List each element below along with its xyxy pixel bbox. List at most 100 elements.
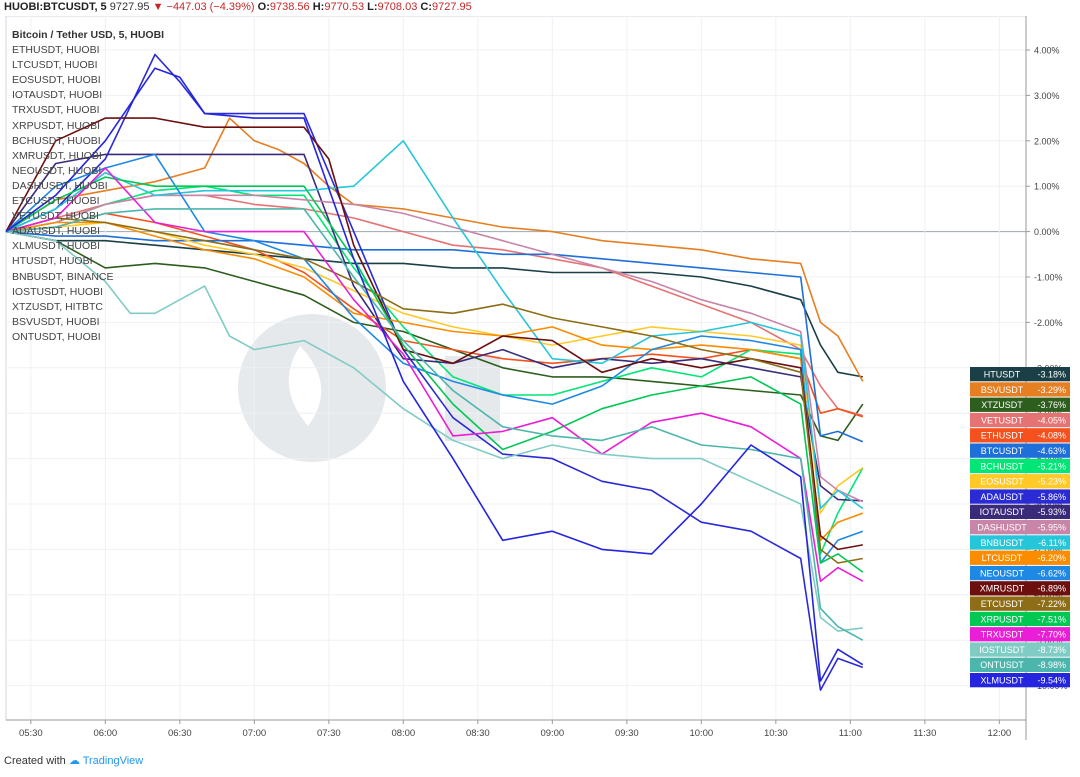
legend-item[interactable]: XLMUSDT, HUOBI [12, 240, 101, 253]
value-tag-bg [970, 581, 1070, 596]
series-line-htusdt[interactable] [5, 230, 863, 378]
value-tag-symbol: ETHUSDT [981, 431, 1024, 441]
value-tag-bg [970, 565, 1070, 581]
value-tag-symbol: XRPUSDT [980, 614, 1024, 624]
series-lines [5, 53, 864, 691]
legend-item[interactable]: LTCUSDT, HUOBI [12, 59, 98, 72]
x-tick-label: 09:30 [615, 728, 639, 739]
series-line-neousdt[interactable] [5, 153, 864, 564]
legend-item[interactable]: BSVUSDT, HUOBI [12, 315, 100, 328]
legend-item[interactable]: HTUSDT, HUOBI [12, 255, 93, 268]
value-tag-bg [970, 520, 1070, 535]
axes: 4.00% 3.00% 2.00% 1.00% 0.00% -1.00% -2.00% -3.… [6, 16, 1068, 740]
legend-item[interactable]: XRPUSDT, HUOBI [12, 119, 101, 132]
created-with-label: Created with [4, 755, 66, 767]
value-tag-value: -6.89% [1037, 584, 1066, 594]
legend-item[interactable]: TRXUSDT, HUOBI [12, 104, 100, 117]
y-tick-label: -7.00% [1034, 545, 1063, 555]
series-line-xmrusdt[interactable] [5, 117, 863, 551]
value-tag-value: -5.93% [1037, 507, 1066, 517]
close-label: C: [420, 1, 432, 13]
value-tag-value: -5.95% [1037, 523, 1066, 533]
value-tag-bg [970, 642, 1070, 657]
series-line-bsvusdt[interactable] [5, 117, 864, 382]
value-tag-value: -8.73% [1037, 645, 1066, 655]
tradingview-logo-icon[interactable]: ☁ [68, 755, 80, 767]
series-line-trxusdt[interactable] [5, 167, 864, 582]
legend: Bitcoin / Tether USD, 5, HUOBI ETHUSDT, … [12, 28, 164, 345]
value-tag-bsvusdt: BSVUSDT -3.29% [970, 382, 1070, 397]
series-line-xtzusdt[interactable] [5, 230, 864, 442]
series-line-xrpusdt[interactable] [5, 176, 864, 573]
open-value: 9738.56 [269, 1, 310, 13]
legend-item[interactable]: ETCUSDT, HUOBI [12, 195, 100, 208]
legend-item[interactable]: EOSUSDT, HUOBI [12, 74, 101, 87]
value-tag-xrpusdt: XRPUSDT -7.51% [970, 611, 1070, 627]
change-value: −447.03 (−4.39%) [166, 1, 255, 13]
legend-item[interactable]: XMRUSDT, HUOBI [12, 149, 102, 162]
value-tag-symbol: XTZUSDT [981, 400, 1023, 410]
value-tag-symbol: TRXUSDT [981, 630, 1024, 640]
value-tag-vetusdt: VETUSDT -4.05% [970, 412, 1070, 428]
series-line-bchusdt[interactable] [5, 185, 864, 555]
series-line-etcusdt[interactable] [5, 217, 863, 564]
value-tag-bg [970, 428, 1070, 443]
series-line-ontusdt[interactable] [5, 208, 864, 641]
value-tag-symbol: XLMUSDT [980, 676, 1024, 686]
y-tick-label: 0.00% [1034, 227, 1060, 237]
value-tag-value: -5.86% [1037, 492, 1066, 502]
open-label: O: [257, 1, 270, 13]
legend-item[interactable]: DASHUSDT, HUOBI [12, 179, 108, 192]
x-tick-label: 10:30 [764, 728, 788, 739]
y-tick-label: -1.00% [1034, 273, 1063, 283]
y-tick-label: -2.00% [1034, 318, 1063, 328]
high-value: 9770.53 [324, 1, 365, 13]
value-tag-value: -3.18% [1037, 370, 1066, 380]
value-tag-eosusdt: EOSUSDT -5.23% [970, 474, 1070, 489]
legend-item[interactable]: NEOUSDT, HUOBI [12, 164, 102, 177]
value-tag-value: -6.62% [1037, 568, 1066, 578]
series-line-iostusdt[interactable] [5, 230, 863, 632]
chart-area[interactable]: 4.00% 3.00% 2.00% 1.00% 0.00% -1.00% -2.00% -3.… [0, 16, 1080, 751]
value-tag-value: -9.54% [1037, 676, 1066, 686]
value-tag-bg [970, 596, 1070, 611]
legend-item[interactable]: XTZUSDT, HITBTC [12, 300, 103, 313]
series-line-iotausdt[interactable] [5, 153, 863, 502]
value-tag-ltcusdt: LTCUSDT -6.20% [970, 550, 1070, 565]
value-tag-value: -6.11% [1038, 538, 1066, 548]
x-tick-label: 06:30 [168, 728, 192, 739]
y-tick-label: 1.00% [1034, 182, 1060, 192]
value-tags: HTUSDT -3.18% BSVUSDT -3.29% XTZUSDT -3.76% VE… [970, 367, 1070, 688]
value-tag-bg [970, 367, 1070, 382]
x-tick-label: 08:00 [391, 728, 415, 739]
tradingview-brand[interactable]: TradingView [82, 755, 144, 767]
value-tag-symbol: ADAUSDT [980, 492, 1024, 502]
series-line-adausdt[interactable] [5, 53, 864, 691]
series-line-bnbusdt[interactable] [5, 140, 864, 510]
series-line-ltcusdt[interactable] [5, 221, 864, 542]
value-tag-bg [970, 535, 1070, 550]
value-tag-value: -7.51% [1037, 614, 1066, 624]
series-line-btcusdt[interactable] [5, 230, 864, 443]
value-tag-ontusdt: ONTUSDT -8.98% [970, 657, 1070, 672]
legend-item[interactable]: IOSTUSDT, HUOBI [12, 285, 104, 298]
legend-item[interactable]: BCHUSDT, HUOBI [12, 134, 101, 147]
value-tag-bg [970, 443, 1070, 458]
header-bar: HUOBI:BTCUSDT, 5 9727.95 ▼ −447.03 (−4.3… [0, 0, 1080, 16]
x-tick-label: 12:00 [987, 728, 1011, 739]
legend-item[interactable]: ADAUSDT, HUOBI [12, 225, 101, 238]
value-tag-value: -3.29% [1037, 385, 1066, 395]
value-tag-symbol: BCHUSDT [980, 461, 1024, 471]
series-line-xlmusdt[interactable] [5, 67, 864, 682]
last-price: 9727.95 [109, 1, 150, 13]
value-tag-value: -8.98% [1037, 660, 1066, 670]
legend-item[interactable]: IOTAUSDT, HUOBI [12, 89, 103, 102]
legend-item[interactable]: VETUSDT, HUOBI [12, 210, 99, 223]
footer: Created with ☁ TradingView [4, 754, 143, 767]
change-arrow: ▼ [152, 1, 164, 13]
value-tag-symbol: NEOUSDT [980, 568, 1025, 578]
legend-item[interactable]: ETHUSDT, HUOBI [12, 44, 100, 57]
x-tick-label: 07:00 [242, 728, 266, 739]
legend-item[interactable]: ONTUSDT, HUOBI [12, 330, 101, 343]
legend-item[interactable]: BNBUSDT, BINANCE [12, 270, 114, 283]
